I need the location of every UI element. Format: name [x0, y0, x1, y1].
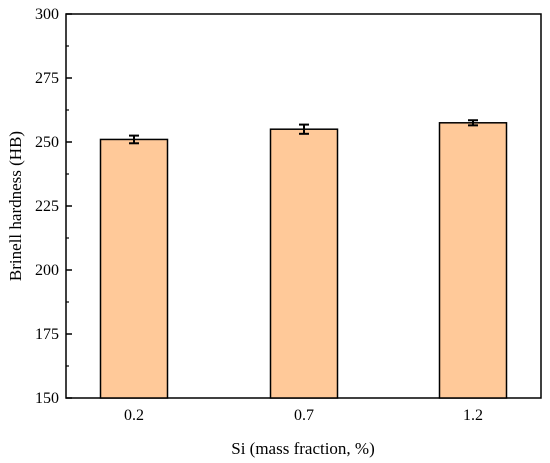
- x-tick-label: 1.2: [463, 407, 483, 424]
- y-tick-label: 225: [35, 198, 59, 215]
- bars: [99, 122, 508, 399]
- y-axis: 150 175 200 225 250 275 300: [35, 6, 72, 407]
- x-tick-label: 0.2: [124, 407, 144, 424]
- error-bars: [129, 119, 478, 145]
- y-tick-label: 275: [35, 70, 59, 87]
- x-axis-label: Si (mass fraction, %): [231, 439, 375, 458]
- y-tick-label: 150: [35, 390, 59, 407]
- bar: [269, 128, 339, 399]
- y-tick-label: 200: [35, 262, 59, 279]
- x-tick-label: 0.7: [294, 407, 314, 424]
- bar: [438, 122, 508, 399]
- y-tick-label: 175: [35, 326, 59, 343]
- y-tick-label: 300: [35, 6, 59, 23]
- y-axis-label: Brinell hardness (HB): [6, 131, 25, 281]
- x-axis: 0.2 0.7 1.2: [124, 392, 483, 424]
- bar: [99, 138, 169, 399]
- y-tick-label: 250: [35, 134, 59, 151]
